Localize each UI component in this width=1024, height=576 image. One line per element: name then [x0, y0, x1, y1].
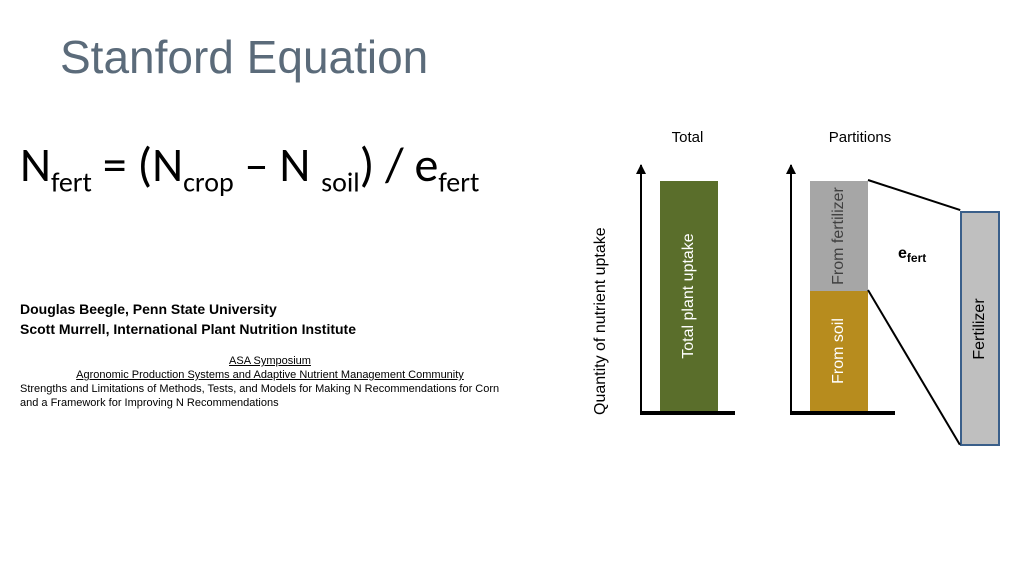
chart-group-partitions: Partitions From soil From fertilizer [790, 155, 895, 415]
efert-e: e [898, 245, 907, 262]
efert-annotation: efert [898, 245, 926, 265]
eq-efert-sub: fert [438, 165, 479, 200]
chart-group-total: Total Total plant uptake [640, 155, 735, 415]
partitions-header: Partitions [790, 129, 930, 146]
author-line-1: Douglas Beegle, Penn State University [20, 300, 356, 320]
eq-ncrop-sub: crop [183, 165, 234, 200]
fertilizer-label: Fertilizer [971, 298, 989, 359]
citation-community: Agronomic Production Systems and Adaptiv… [20, 369, 520, 381]
uptake-chart: Quantity of nutrient uptake Total Total … [620, 135, 1010, 415]
page-title: Stanford Equation [60, 30, 428, 84]
eq-close: ) / [360, 135, 415, 194]
eq-nfert: N [20, 135, 51, 194]
eq-nsoil: N [279, 135, 321, 194]
citation-block: ASA Symposium Agronomic Production Syste… [20, 355, 520, 411]
eq-ncrop: N [152, 135, 183, 194]
authors-block: Douglas Beegle, Penn State University Sc… [20, 300, 356, 339]
from-soil-bar: From soil [810, 291, 868, 411]
total-baseline [640, 411, 735, 415]
stanford-equation: Nfert = (Ncrop – N soil) / efert [20, 135, 479, 200]
partitions-baseline [790, 411, 895, 415]
eq-minus: – [234, 135, 280, 194]
total-uptake-bar: Total plant uptake [660, 181, 718, 411]
total-header: Total [640, 129, 735, 146]
from-soil-label: From soil [830, 318, 848, 384]
citation-symposium: ASA Symposium [20, 355, 520, 367]
fertilizer-bar: Fertilizer [960, 211, 1000, 446]
citation-desc: Strengths and Limitations of Methods, Te… [20, 383, 520, 411]
eq-nfert-sub: fert [51, 165, 92, 200]
eq-nsoil-sub: soil [321, 165, 360, 200]
eq-efert: e [415, 135, 439, 194]
author-line-2: Scott Murrell, International Plant Nutri… [20, 320, 356, 340]
total-uptake-label: Total plant uptake [680, 233, 698, 358]
y-axis-label: Quantity of nutrient uptake [592, 227, 610, 415]
from-fertilizer-label: From fertilizer [830, 187, 848, 285]
efert-sub: fert [907, 251, 926, 265]
from-fertilizer-bar: From fertilizer [810, 181, 868, 291]
eq-eq: = ( [92, 135, 152, 194]
